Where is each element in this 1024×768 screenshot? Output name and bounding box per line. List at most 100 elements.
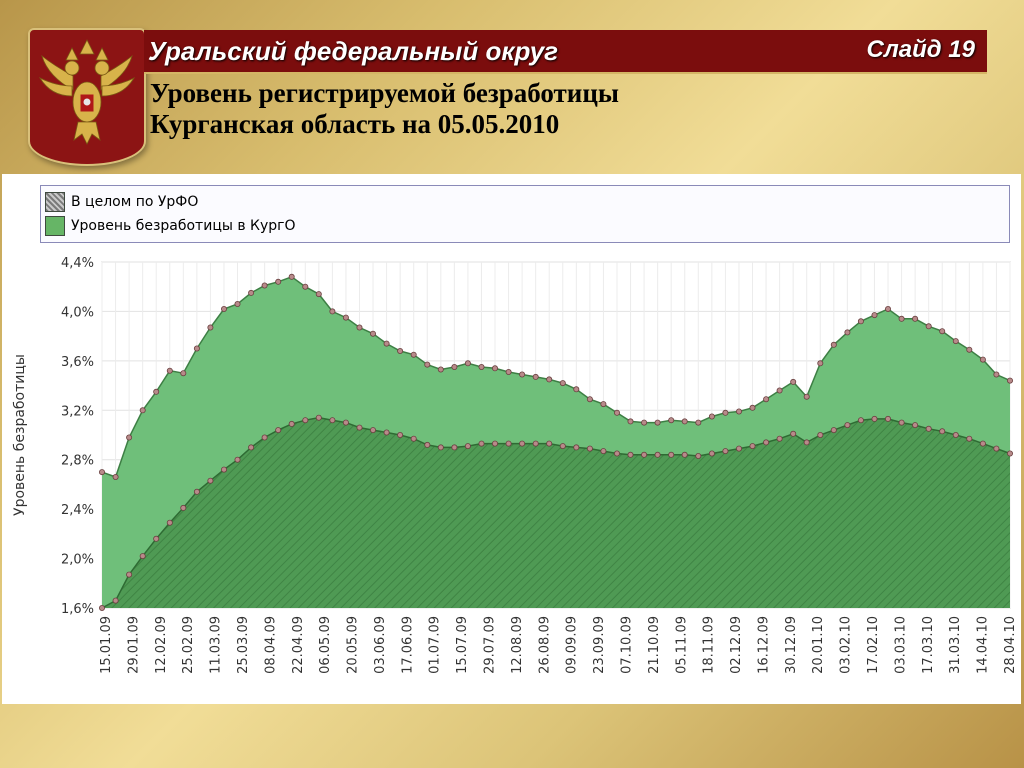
point-kurgan [261, 282, 268, 289]
point-kurgan [288, 273, 295, 280]
x-tick-label: 29.07.09 [483, 616, 498, 674]
point-kurgan [424, 361, 431, 368]
series-area-urfo [102, 417, 1010, 608]
point-urfo [586, 445, 593, 452]
x-tick-label: 01.07.09 [428, 616, 443, 674]
x-tick-label: 16.12.09 [756, 616, 771, 674]
point-urfo [966, 435, 973, 442]
point-kurgan [329, 308, 336, 315]
x-tick-label: 08.04.09 [263, 616, 278, 674]
point-kurgan [573, 386, 580, 393]
point-kurgan [383, 340, 390, 347]
point-urfo [776, 435, 783, 442]
x-tick-label: 11.03.09 [209, 616, 224, 674]
point-kurgan [844, 329, 851, 336]
point-urfo [857, 417, 864, 424]
point-urfo [437, 444, 444, 451]
point-urfo [505, 440, 512, 447]
point-urfo [410, 435, 417, 442]
point-urfo [1007, 450, 1014, 457]
point-urfo [695, 452, 702, 459]
point-kurgan [857, 318, 864, 325]
point-kurgan [736, 408, 743, 415]
point-kurgan [979, 356, 986, 363]
point-urfo [342, 419, 349, 426]
point-kurgan [546, 376, 553, 383]
point-kurgan [451, 363, 458, 370]
point-urfo [397, 431, 404, 438]
point-kurgan [966, 346, 973, 353]
y-tick-label: 2,0% [61, 553, 94, 568]
x-tick-label: 03.06.09 [373, 616, 388, 674]
point-kurgan [708, 413, 715, 420]
x-tick-label: 02.12.09 [729, 616, 744, 674]
point-kurgan [885, 305, 892, 312]
point-urfo [559, 443, 566, 450]
point-urfo [329, 417, 336, 424]
point-kurgan [763, 396, 770, 403]
point-urfo [993, 445, 1000, 452]
x-tick-label: 20.05.09 [346, 616, 361, 674]
point-kurgan [193, 345, 200, 352]
point-kurgan [180, 370, 187, 377]
point-kurgan [397, 347, 404, 354]
x-tick-label: 12.08.09 [510, 616, 525, 674]
coat-of-arms-emblem [28, 28, 146, 166]
point-kurgan [369, 330, 376, 337]
point-kurgan [437, 366, 444, 373]
point-urfo [275, 427, 282, 434]
point-kurgan [695, 419, 702, 426]
point-kurgan [410, 351, 417, 358]
x-tick-label: 15.01.09 [99, 616, 114, 674]
point-urfo [126, 571, 133, 578]
point-urfo [627, 451, 634, 458]
point-urfo [261, 434, 268, 441]
point-kurgan [99, 469, 106, 476]
point-urfo [424, 441, 431, 448]
point-urfo [979, 440, 986, 447]
x-tick-label: 21.10.09 [647, 616, 662, 674]
point-kurgan [139, 407, 146, 414]
y-tick-label: 4,0% [61, 305, 94, 320]
point-kurgan [871, 312, 878, 319]
x-tick-label: 05.11.09 [674, 616, 689, 674]
x-tick-label: 22.04.09 [291, 616, 306, 674]
point-kurgan [722, 409, 729, 416]
point-kurgan [478, 363, 485, 370]
point-urfo [952, 431, 959, 438]
x-tick-label: 29.01.09 [126, 616, 141, 674]
point-kurgan [803, 393, 810, 400]
point-urfo [112, 597, 119, 604]
point-kurgan [668, 417, 675, 424]
legend-swatch-kurgan [45, 216, 65, 236]
point-kurgan [952, 338, 959, 345]
point-urfo [939, 428, 946, 435]
point-kurgan [302, 283, 309, 290]
point-urfo [885, 415, 892, 422]
point-kurgan [464, 360, 471, 367]
point-urfo [844, 422, 851, 429]
point-kurgan [1007, 377, 1014, 384]
y-tick-label: 1,6% [61, 602, 94, 617]
point-kurgan [830, 341, 837, 348]
x-tick-label: 26.08.09 [537, 616, 552, 674]
point-kurgan [586, 396, 593, 403]
point-urfo [519, 440, 526, 447]
point-urfo [912, 422, 919, 429]
x-tick-label: 28.04.10 [1003, 616, 1018, 674]
point-kurgan [925, 323, 932, 330]
point-kurgan [275, 278, 282, 285]
legend-label-kurgan: Уровень безработицы в КургО [71, 218, 296, 234]
x-tick-label: 17.03.10 [921, 616, 936, 674]
double-headed-eagle-icon [38, 39, 136, 145]
point-urfo [478, 440, 485, 447]
unemployment-chart: 1,6% 2,0% 2,4% 2,8% 3,2% 3,6% 4,0% 4,4% 15.01.09… [12, 256, 1018, 674]
x-tick-label: 09.09.09 [565, 616, 580, 674]
y-tick-label: 4,4% [61, 256, 94, 271]
x-tick-label: 30.12.09 [784, 616, 799, 674]
point-urfo [790, 430, 797, 437]
point-urfo [193, 488, 200, 495]
point-urfo [573, 444, 580, 451]
point-kurgan [993, 371, 1000, 378]
legend-item-urfo: В целом по УрФО [45, 192, 198, 212]
